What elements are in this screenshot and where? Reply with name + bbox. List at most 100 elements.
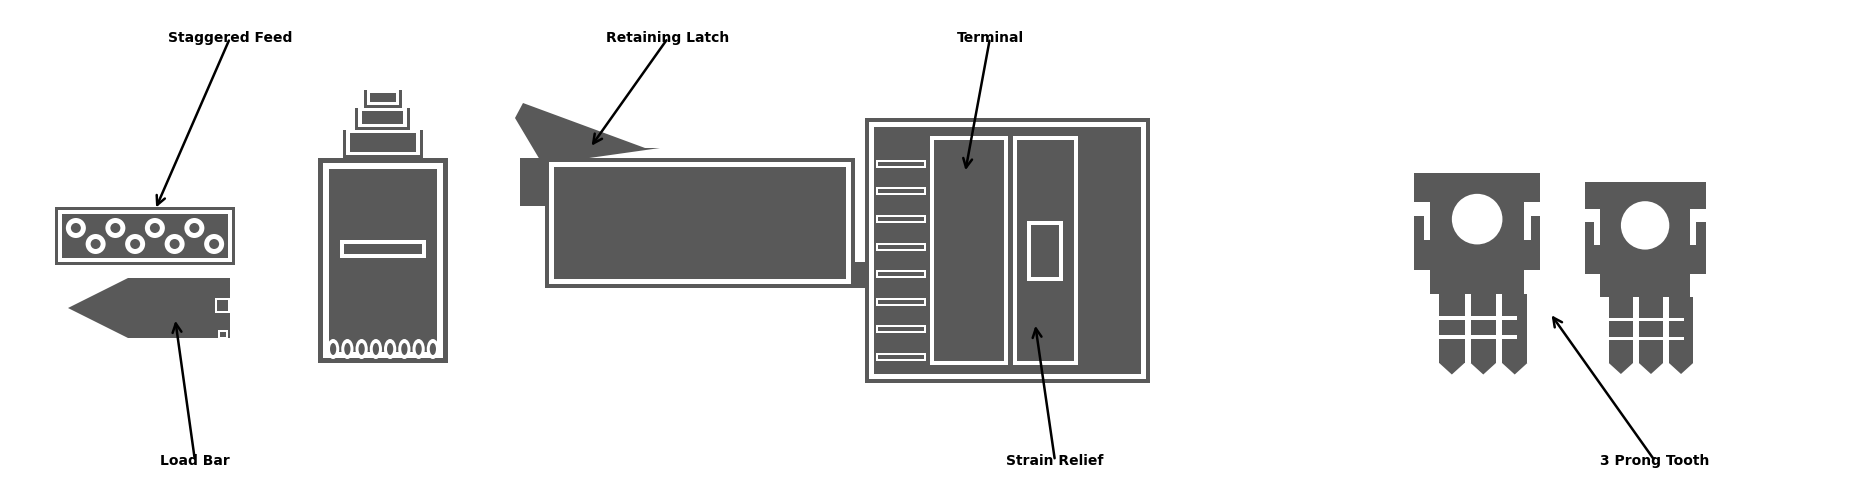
Bar [357, 108, 407, 127]
Ellipse shape [85, 234, 106, 254]
Ellipse shape [398, 339, 411, 359]
Bar [363, 111, 404, 124]
Polygon shape [1609, 363, 1633, 374]
Bar [218, 330, 228, 338]
Bar [1414, 215, 1423, 240]
Bar [1584, 222, 1594, 245]
Bar [868, 122, 1146, 379]
Ellipse shape [209, 239, 218, 249]
Bar [342, 130, 424, 158]
Bar [217, 300, 228, 311]
Ellipse shape [341, 339, 354, 359]
Bar [877, 217, 924, 221]
Bar [1690, 181, 1705, 209]
Ellipse shape [185, 218, 204, 238]
Bar [365, 90, 402, 108]
Ellipse shape [126, 234, 144, 254]
Ellipse shape [413, 339, 424, 359]
Bar [1012, 136, 1077, 365]
Ellipse shape [359, 343, 365, 355]
Polygon shape [515, 103, 661, 160]
Bar [876, 243, 926, 250]
Ellipse shape [372, 343, 379, 355]
Polygon shape [1670, 363, 1694, 374]
Ellipse shape [383, 339, 396, 359]
Bar [529, 158, 544, 186]
Ellipse shape [370, 339, 381, 359]
Bar [877, 300, 924, 304]
Ellipse shape [428, 339, 439, 359]
Polygon shape [1472, 363, 1496, 375]
Ellipse shape [415, 343, 422, 355]
Ellipse shape [344, 343, 350, 355]
Bar [1431, 173, 1525, 294]
Bar [877, 355, 924, 359]
Bar [550, 162, 851, 284]
Bar [1472, 294, 1496, 363]
Ellipse shape [70, 223, 81, 233]
Bar [346, 130, 420, 155]
Ellipse shape [189, 223, 200, 233]
Bar [324, 163, 442, 358]
Text: Retaining Latch: Retaining Latch [607, 31, 729, 45]
Bar [366, 90, 400, 105]
Polygon shape [1440, 363, 1464, 375]
Bar [1027, 221, 1062, 281]
Ellipse shape [328, 339, 339, 359]
Bar [318, 158, 448, 363]
Ellipse shape [144, 218, 165, 238]
Bar [1436, 335, 1518, 339]
Bar [929, 136, 1009, 365]
Bar [877, 162, 924, 166]
Bar [329, 169, 437, 352]
Text: 3 Prong Tooth: 3 Prong Tooth [1601, 454, 1710, 468]
Bar [876, 325, 926, 333]
Polygon shape [68, 278, 230, 338]
Ellipse shape [165, 234, 185, 254]
Bar [876, 187, 926, 195]
Ellipse shape [355, 339, 368, 359]
Bar [1525, 240, 1540, 270]
Bar [1609, 297, 1633, 363]
Bar [864, 118, 1149, 383]
Text: Staggered Feed: Staggered Feed [168, 31, 292, 45]
Ellipse shape [402, 343, 407, 355]
Ellipse shape [204, 234, 224, 254]
Polygon shape [1501, 363, 1527, 375]
Bar [1584, 245, 1599, 274]
Bar [1638, 297, 1662, 363]
Bar [61, 214, 228, 258]
Ellipse shape [170, 239, 180, 249]
Bar [1436, 316, 1518, 319]
Bar [341, 240, 426, 258]
Ellipse shape [150, 223, 159, 233]
Ellipse shape [91, 239, 100, 249]
Circle shape [1621, 201, 1670, 249]
Bar [874, 127, 1140, 374]
Bar [1584, 181, 1599, 209]
Ellipse shape [67, 218, 85, 238]
Text: Strain Relief: Strain Relief [1007, 454, 1103, 468]
Bar [57, 210, 231, 262]
Bar [1696, 222, 1705, 245]
Ellipse shape [106, 218, 126, 238]
Bar [1525, 173, 1540, 202]
Bar [520, 158, 544, 206]
Bar [876, 353, 926, 361]
Bar [1607, 337, 1684, 340]
Bar [876, 270, 926, 278]
Bar [1016, 140, 1074, 361]
Bar [876, 160, 926, 168]
Bar [876, 298, 926, 306]
Bar [553, 167, 846, 279]
Bar [344, 244, 422, 254]
Bar [1599, 181, 1690, 297]
Bar [56, 207, 235, 265]
Bar [355, 108, 411, 130]
Bar [1501, 294, 1527, 363]
Bar [370, 93, 396, 102]
Bar [877, 245, 924, 248]
Bar [215, 298, 230, 313]
Bar [855, 262, 877, 288]
Ellipse shape [429, 343, 437, 355]
